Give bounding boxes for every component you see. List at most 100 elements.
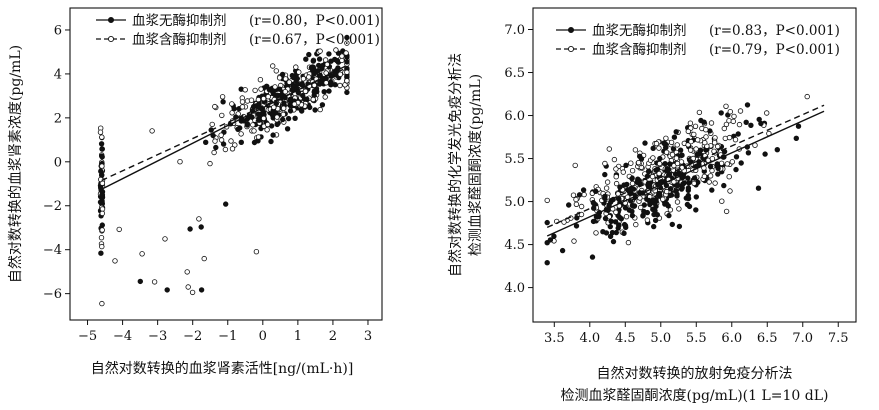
- x-tick-label: 7.5: [828, 331, 849, 346]
- data-point-open: [222, 146, 229, 153]
- data-point-filled: [738, 160, 744, 166]
- data-point-open: [337, 82, 343, 89]
- data-point-open: [255, 134, 262, 140]
- data-point-open: [688, 138, 694, 145]
- legend-marker-1: [107, 35, 115, 43]
- data-point-open: [653, 140, 660, 147]
- data-point-open: [593, 230, 599, 236]
- data-point-open: [302, 88, 309, 94]
- data-point-filled: [289, 86, 296, 93]
- data-point-filled: [590, 199, 596, 206]
- data-point-filled: [667, 161, 673, 167]
- data-point-open: [317, 106, 323, 113]
- data-point-open: [573, 196, 579, 203]
- data-point-filled: [344, 59, 350, 65]
- data-point-open: [571, 238, 577, 244]
- data-point-filled: [311, 70, 318, 77]
- data-point-open: [613, 180, 620, 187]
- y-tick-label: 4.0: [504, 281, 525, 296]
- data-point-filled: [748, 122, 754, 128]
- data-point-open: [177, 158, 183, 165]
- data-point-open: [280, 111, 286, 118]
- data-point-filled: [307, 104, 313, 111]
- data-point-filled: [269, 88, 275, 94]
- data-point-open: [212, 138, 218, 144]
- data-point-open: [578, 203, 585, 210]
- data-point-open: [724, 161, 730, 167]
- data-point-open: [602, 160, 608, 167]
- data-point-open: [730, 118, 736, 125]
- data-point-filled: [316, 56, 323, 62]
- data-point-filled: [622, 222, 629, 229]
- data-point-open: [764, 110, 770, 116]
- x-tick-label: 6.0: [721, 331, 742, 346]
- y-tick-label: 0: [54, 155, 62, 170]
- data-point-filled: [743, 119, 749, 125]
- data-point-open: [693, 146, 699, 152]
- data-point-open: [632, 147, 639, 153]
- data-point-filled: [664, 165, 670, 172]
- y-tick-label: 6.0: [504, 109, 525, 124]
- data-point-filled: [600, 228, 606, 235]
- data-point-filled: [220, 141, 227, 147]
- data-point-filled: [328, 58, 334, 64]
- data-point-open: [99, 227, 105, 233]
- data-point-open: [296, 69, 302, 75]
- data-point-open: [731, 113, 737, 120]
- data-point-filled: [98, 250, 104, 256]
- x-tick-label: 1: [294, 329, 302, 344]
- x-tick-label: 3: [364, 329, 372, 344]
- data-point-open: [611, 156, 618, 163]
- plot-frame: [532, 7, 857, 323]
- x-tick-label: 5.0: [650, 331, 671, 346]
- data-point-open: [242, 87, 248, 93]
- data-point-filled: [793, 135, 799, 141]
- data-point-filled: [320, 62, 326, 69]
- data-point-open: [149, 128, 155, 134]
- data-point-filled: [98, 168, 104, 174]
- data-point-filled: [573, 223, 580, 229]
- data-point-filled: [99, 192, 105, 198]
- data-point-filled: [687, 159, 694, 165]
- y-tick-label: −2: [43, 199, 62, 214]
- data-point-open: [544, 197, 550, 204]
- data-point-filled: [255, 111, 262, 117]
- data-point-open: [201, 255, 207, 262]
- data-point-open: [635, 159, 642, 166]
- data-point-filled: [241, 118, 247, 124]
- data-point-filled: [733, 154, 740, 160]
- data-point-filled: [198, 287, 205, 293]
- data-point-filled: [650, 206, 656, 212]
- data-point-filled: [332, 81, 338, 88]
- data-point-open: [272, 84, 278, 90]
- legend-stat-0: (r=0.83，P<0.001): [709, 23, 840, 39]
- data-point-filled: [551, 233, 557, 239]
- data-point-filled: [758, 120, 764, 127]
- data-point-open: [629, 167, 636, 174]
- data-point-filled: [213, 144, 219, 151]
- data-point-open: [623, 213, 630, 220]
- data-point-filled: [646, 168, 652, 175]
- data-point-open: [706, 179, 712, 185]
- data-point-filled: [707, 163, 714, 170]
- data-point-filled: [270, 132, 276, 138]
- data-point-open: [726, 134, 733, 141]
- data-point-filled: [99, 222, 105, 228]
- data-point-filled: [310, 58, 316, 64]
- legend-stat-1: (r=0.67，P<0.001): [249, 32, 380, 48]
- data-point-filled: [256, 117, 262, 123]
- data-point-filled: [693, 194, 699, 200]
- data-point-open: [613, 166, 619, 172]
- data-point-open: [293, 64, 299, 70]
- data-point-open: [687, 147, 694, 153]
- data-point-open: [219, 112, 225, 119]
- data-point-filled: [321, 88, 327, 95]
- data-point-open: [271, 104, 277, 110]
- data-point-open: [603, 185, 610, 191]
- data-point-open: [255, 96, 262, 103]
- data-point-open: [691, 180, 697, 187]
- data-point-open: [333, 47, 339, 53]
- data-point-filled: [718, 110, 724, 116]
- data-point-filled: [629, 175, 635, 182]
- data-point-filled: [676, 223, 683, 230]
